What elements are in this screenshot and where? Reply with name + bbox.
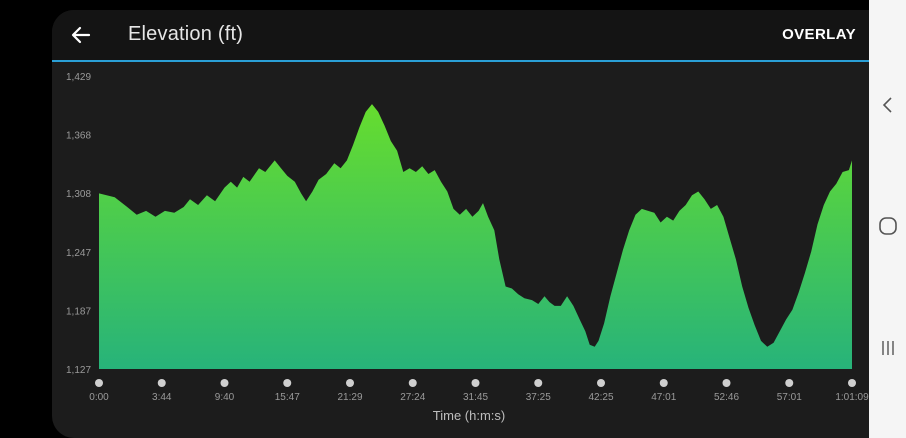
- top-app-bar: Elevation (ft) OVERLAY: [52, 10, 869, 62]
- back-button[interactable]: [66, 20, 96, 50]
- nav-back-button[interactable]: [875, 92, 901, 118]
- x-tick-marker[interactable]: [220, 379, 229, 387]
- x-axis: 0:00 3:44 9:40 15:47 21:29 27:24 31:45 37:25 42:…: [89, 379, 869, 403]
- x-tick-marker[interactable]: [659, 379, 668, 387]
- overlay-button[interactable]: OVERLAY: [782, 26, 856, 43]
- nav-recents-button[interactable]: [875, 335, 901, 361]
- x-tick-marker[interactable]: [471, 379, 480, 387]
- nav-recents-icon: [882, 341, 894, 355]
- x-tick-marker[interactable]: [408, 379, 417, 387]
- y-tick-label: 1,127: [66, 365, 91, 376]
- x-tick-label: 1:01:09: [835, 392, 869, 403]
- x-tick-marker[interactable]: [597, 379, 605, 387]
- x-tick-label: 27:24: [400, 392, 425, 403]
- y-tick-label: 1,187: [66, 306, 91, 317]
- y-tick-label: 1,368: [66, 131, 91, 142]
- arrow-left-icon: [71, 26, 91, 44]
- nav-home-button[interactable]: [875, 213, 901, 239]
- x-tick-label: 42:25: [588, 392, 613, 403]
- app-window: Elevation (ft) OVERLAY 1,127 1,187 1,247 1,…: [52, 10, 869, 438]
- x-tick-marker[interactable]: [785, 379, 794, 387]
- x-tick-marker[interactable]: [534, 379, 543, 387]
- x-tick-label: 15:47: [275, 392, 300, 403]
- x-axis-label: Time (h:m:s): [433, 408, 505, 423]
- x-tick-label: 57:01: [777, 392, 802, 403]
- x-tick-label: 52:46: [714, 392, 739, 403]
- x-tick-marker[interactable]: [283, 379, 292, 387]
- x-tick-marker[interactable]: [346, 379, 354, 387]
- page-title: Elevation (ft): [128, 23, 244, 45]
- x-tick-marker[interactable]: [848, 379, 856, 387]
- x-tick-label: 31:45: [463, 392, 488, 403]
- x-tick-marker[interactable]: [157, 379, 166, 387]
- x-tick-label: 37:25: [526, 392, 551, 403]
- nav-back-chevron-icon: [882, 97, 892, 113]
- x-tick-label: 3:44: [152, 392, 172, 403]
- y-axis: 1,127 1,187 1,247 1,308 1,368 1,429: [66, 72, 91, 376]
- x-tick-label: 0:00: [89, 392, 109, 403]
- nav-home-circle-icon: [879, 217, 897, 235]
- system-navigation-bar: [869, 0, 906, 438]
- y-tick-label: 1,247: [66, 248, 91, 259]
- elevation-area: [99, 104, 852, 369]
- elevation-chart: 1,127 1,187 1,247 1,308 1,368 1,429 0:00 3:44 9…: [66, 72, 869, 423]
- y-tick-label: 1,429: [66, 72, 91, 83]
- x-tick-marker[interactable]: [95, 379, 103, 387]
- x-tick-label: 21:29: [337, 392, 362, 403]
- x-tick-label: 9:40: [215, 392, 235, 403]
- y-tick-label: 1,308: [66, 189, 91, 200]
- x-tick-marker[interactable]: [722, 379, 731, 387]
- x-tick-label: 47:01: [651, 392, 676, 403]
